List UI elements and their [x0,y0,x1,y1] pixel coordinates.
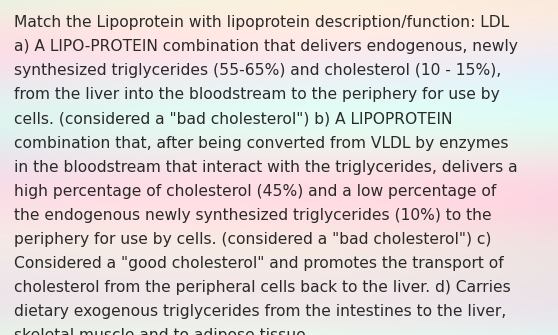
Text: cholesterol from the peripheral cells back to the liver. d) Carries: cholesterol from the peripheral cells ba… [14,280,511,295]
Text: combination that, after being converted from VLDL by enzymes: combination that, after being converted … [14,136,508,150]
Text: cells. (considered a "bad cholesterol") b) A LIPOPROTEIN: cells. (considered a "bad cholesterol") … [14,112,453,126]
Text: from the liver into the bloodstream to the periphery for use by: from the liver into the bloodstream to t… [14,87,500,103]
Text: synthesized triglycerides (55-65%) and cholesterol (10 - 15%),: synthesized triglycerides (55-65%) and c… [14,63,501,78]
Text: dietary exogenous triglycerides from the intestines to the liver,: dietary exogenous triglycerides from the… [14,304,506,319]
Text: Match the Lipoprotein with lipoprotein description/function: LDL: Match the Lipoprotein with lipoprotein d… [14,15,509,30]
Text: Considered a "good cholesterol" and promotes the transport of: Considered a "good cholesterol" and prom… [14,256,504,271]
Text: the endogenous newly synthesized triglycerides (10%) to the: the endogenous newly synthesized triglyc… [14,208,492,223]
Text: periphery for use by cells. (considered a "bad cholesterol") c): periphery for use by cells. (considered … [14,232,492,247]
Text: skeletal muscle and to adipose tissue.: skeletal muscle and to adipose tissue. [14,328,311,335]
Text: in the bloodstream that interact with the triglycerides, delivers a: in the bloodstream that interact with th… [14,160,518,175]
Text: a) A LIPO-PROTEIN combination that delivers endogenous, newly: a) A LIPO-PROTEIN combination that deliv… [14,39,518,54]
Text: high percentage of cholesterol (45%) and a low percentage of: high percentage of cholesterol (45%) and… [14,184,496,199]
